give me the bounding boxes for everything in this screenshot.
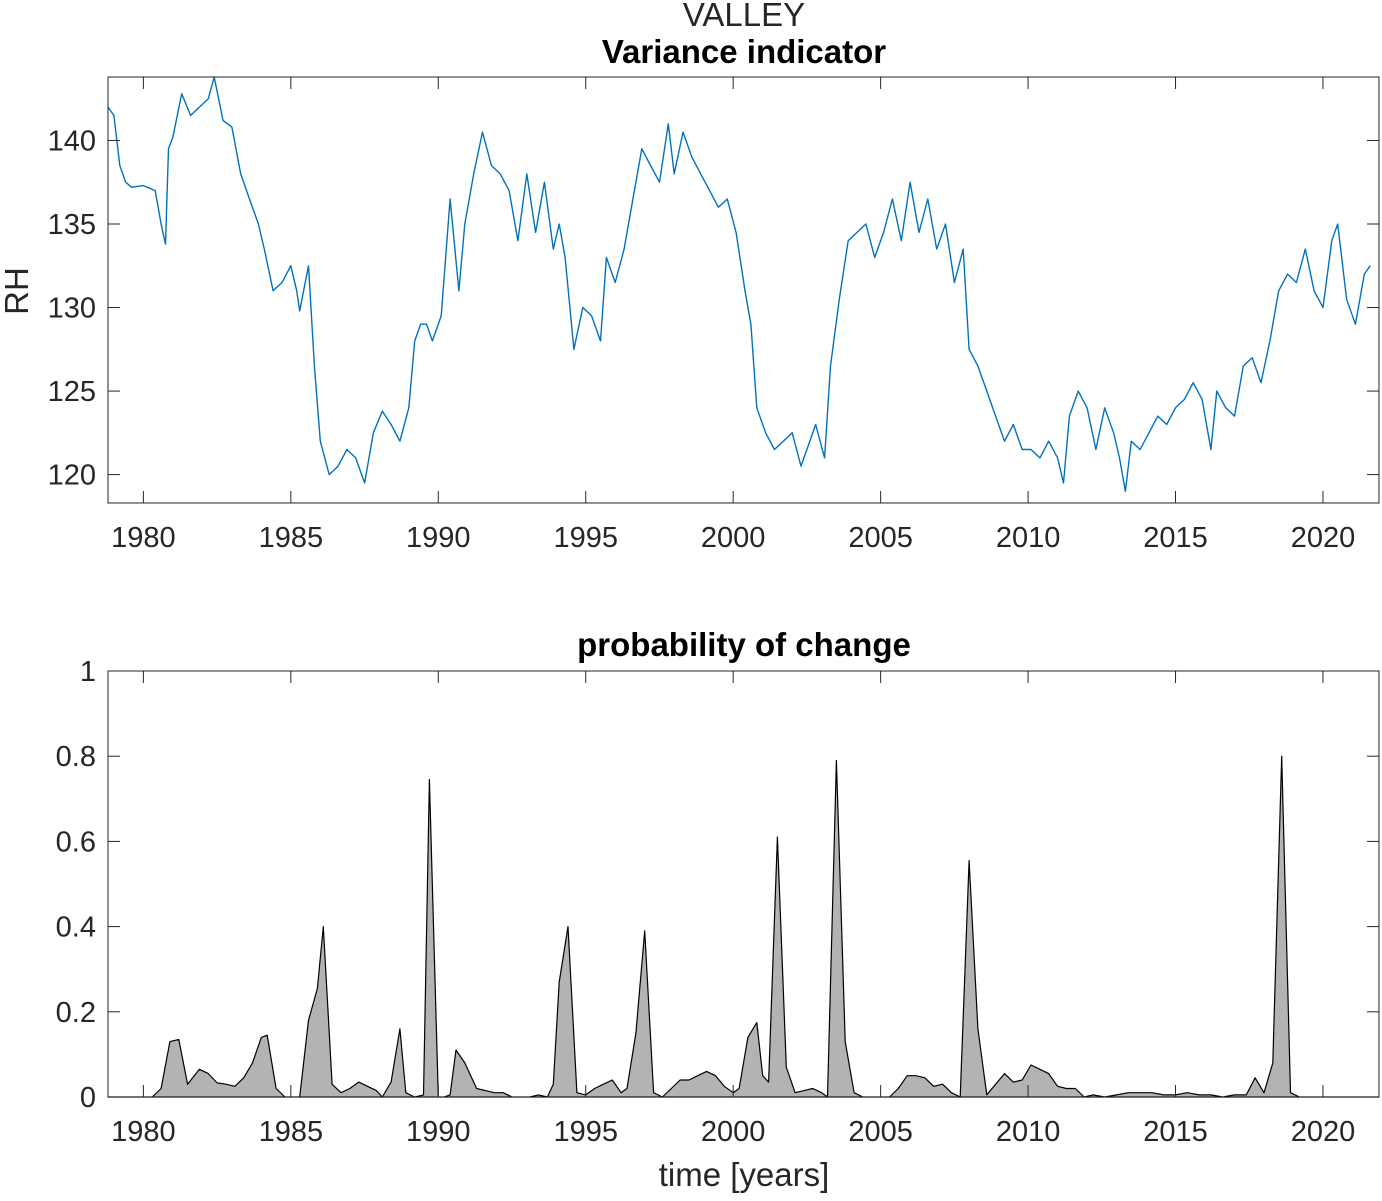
x-tick-label: 1985 (259, 522, 324, 554)
figure-suptitle: VALLEY (683, 0, 805, 33)
x-tick-label: 2005 (848, 522, 913, 554)
y-tick-label: 0 (80, 1082, 96, 1114)
x-tick-label: 2010 (996, 522, 1061, 554)
probability-panel: probability of change time [years] 1980 1… (56, 626, 1380, 1193)
probability-area-series (107, 755, 1380, 1098)
x-tick-label: 1980 (111, 522, 176, 554)
x-tick-label: 1990 (406, 1116, 471, 1148)
y-tick-label: 135 (48, 209, 96, 241)
probability-title: probability of change (577, 626, 911, 663)
y-tick-label: 1 (80, 656, 96, 688)
y-tick-label: 0.8 (56, 741, 96, 773)
variance-axes: 1980 1985 1990 1995 2000 2005 2010 2015 2020 120 1… (48, 76, 1380, 554)
variance-indicator-title: Variance indicator (602, 33, 886, 70)
x-tick-label: 2000 (701, 1116, 766, 1148)
x-tick-label: 2010 (996, 1116, 1061, 1148)
axes-frame (107, 76, 1380, 504)
x-tick-label: 1995 (553, 522, 618, 554)
x-axis-label-time: time [years] (659, 1156, 830, 1193)
y-tick-label: 140 (48, 125, 96, 157)
x-tick-label: 2000 (701, 522, 766, 554)
x-tick-label: 1985 (259, 1116, 324, 1148)
y-tick-label: 0.2 (56, 997, 96, 1029)
probability-axes: 1980 1985 1990 1995 2000 2005 2010 2015 2020 0 0.2… (56, 656, 1380, 1148)
x-tick-label: 2020 (1291, 1116, 1356, 1148)
y-tick-label: 125 (48, 376, 96, 408)
variance-indicator-panel: VALLEY Variance indicator RH 1980 1985 199… (0, 0, 1380, 554)
y-tick-label: 0.6 (56, 826, 96, 858)
axes-frame (107, 670, 1380, 1098)
y-tick-label: 130 (48, 293, 96, 325)
x-tick-label: 2005 (848, 1116, 913, 1148)
variance-line-series (107, 76, 1371, 492)
x-tick-label: 1980 (111, 1116, 176, 1148)
x-tick-label: 2015 (1143, 1116, 1208, 1148)
y-tick-label: 120 (48, 460, 96, 492)
x-tick-label: 1990 (406, 522, 471, 554)
x-tick-label: 2015 (1143, 522, 1208, 554)
y-axis-label-rh: RH (0, 267, 35, 315)
x-tick-label: 2020 (1291, 522, 1356, 554)
x-tick-label: 1995 (553, 1116, 618, 1148)
y-tick-label: 0.4 (56, 912, 96, 944)
